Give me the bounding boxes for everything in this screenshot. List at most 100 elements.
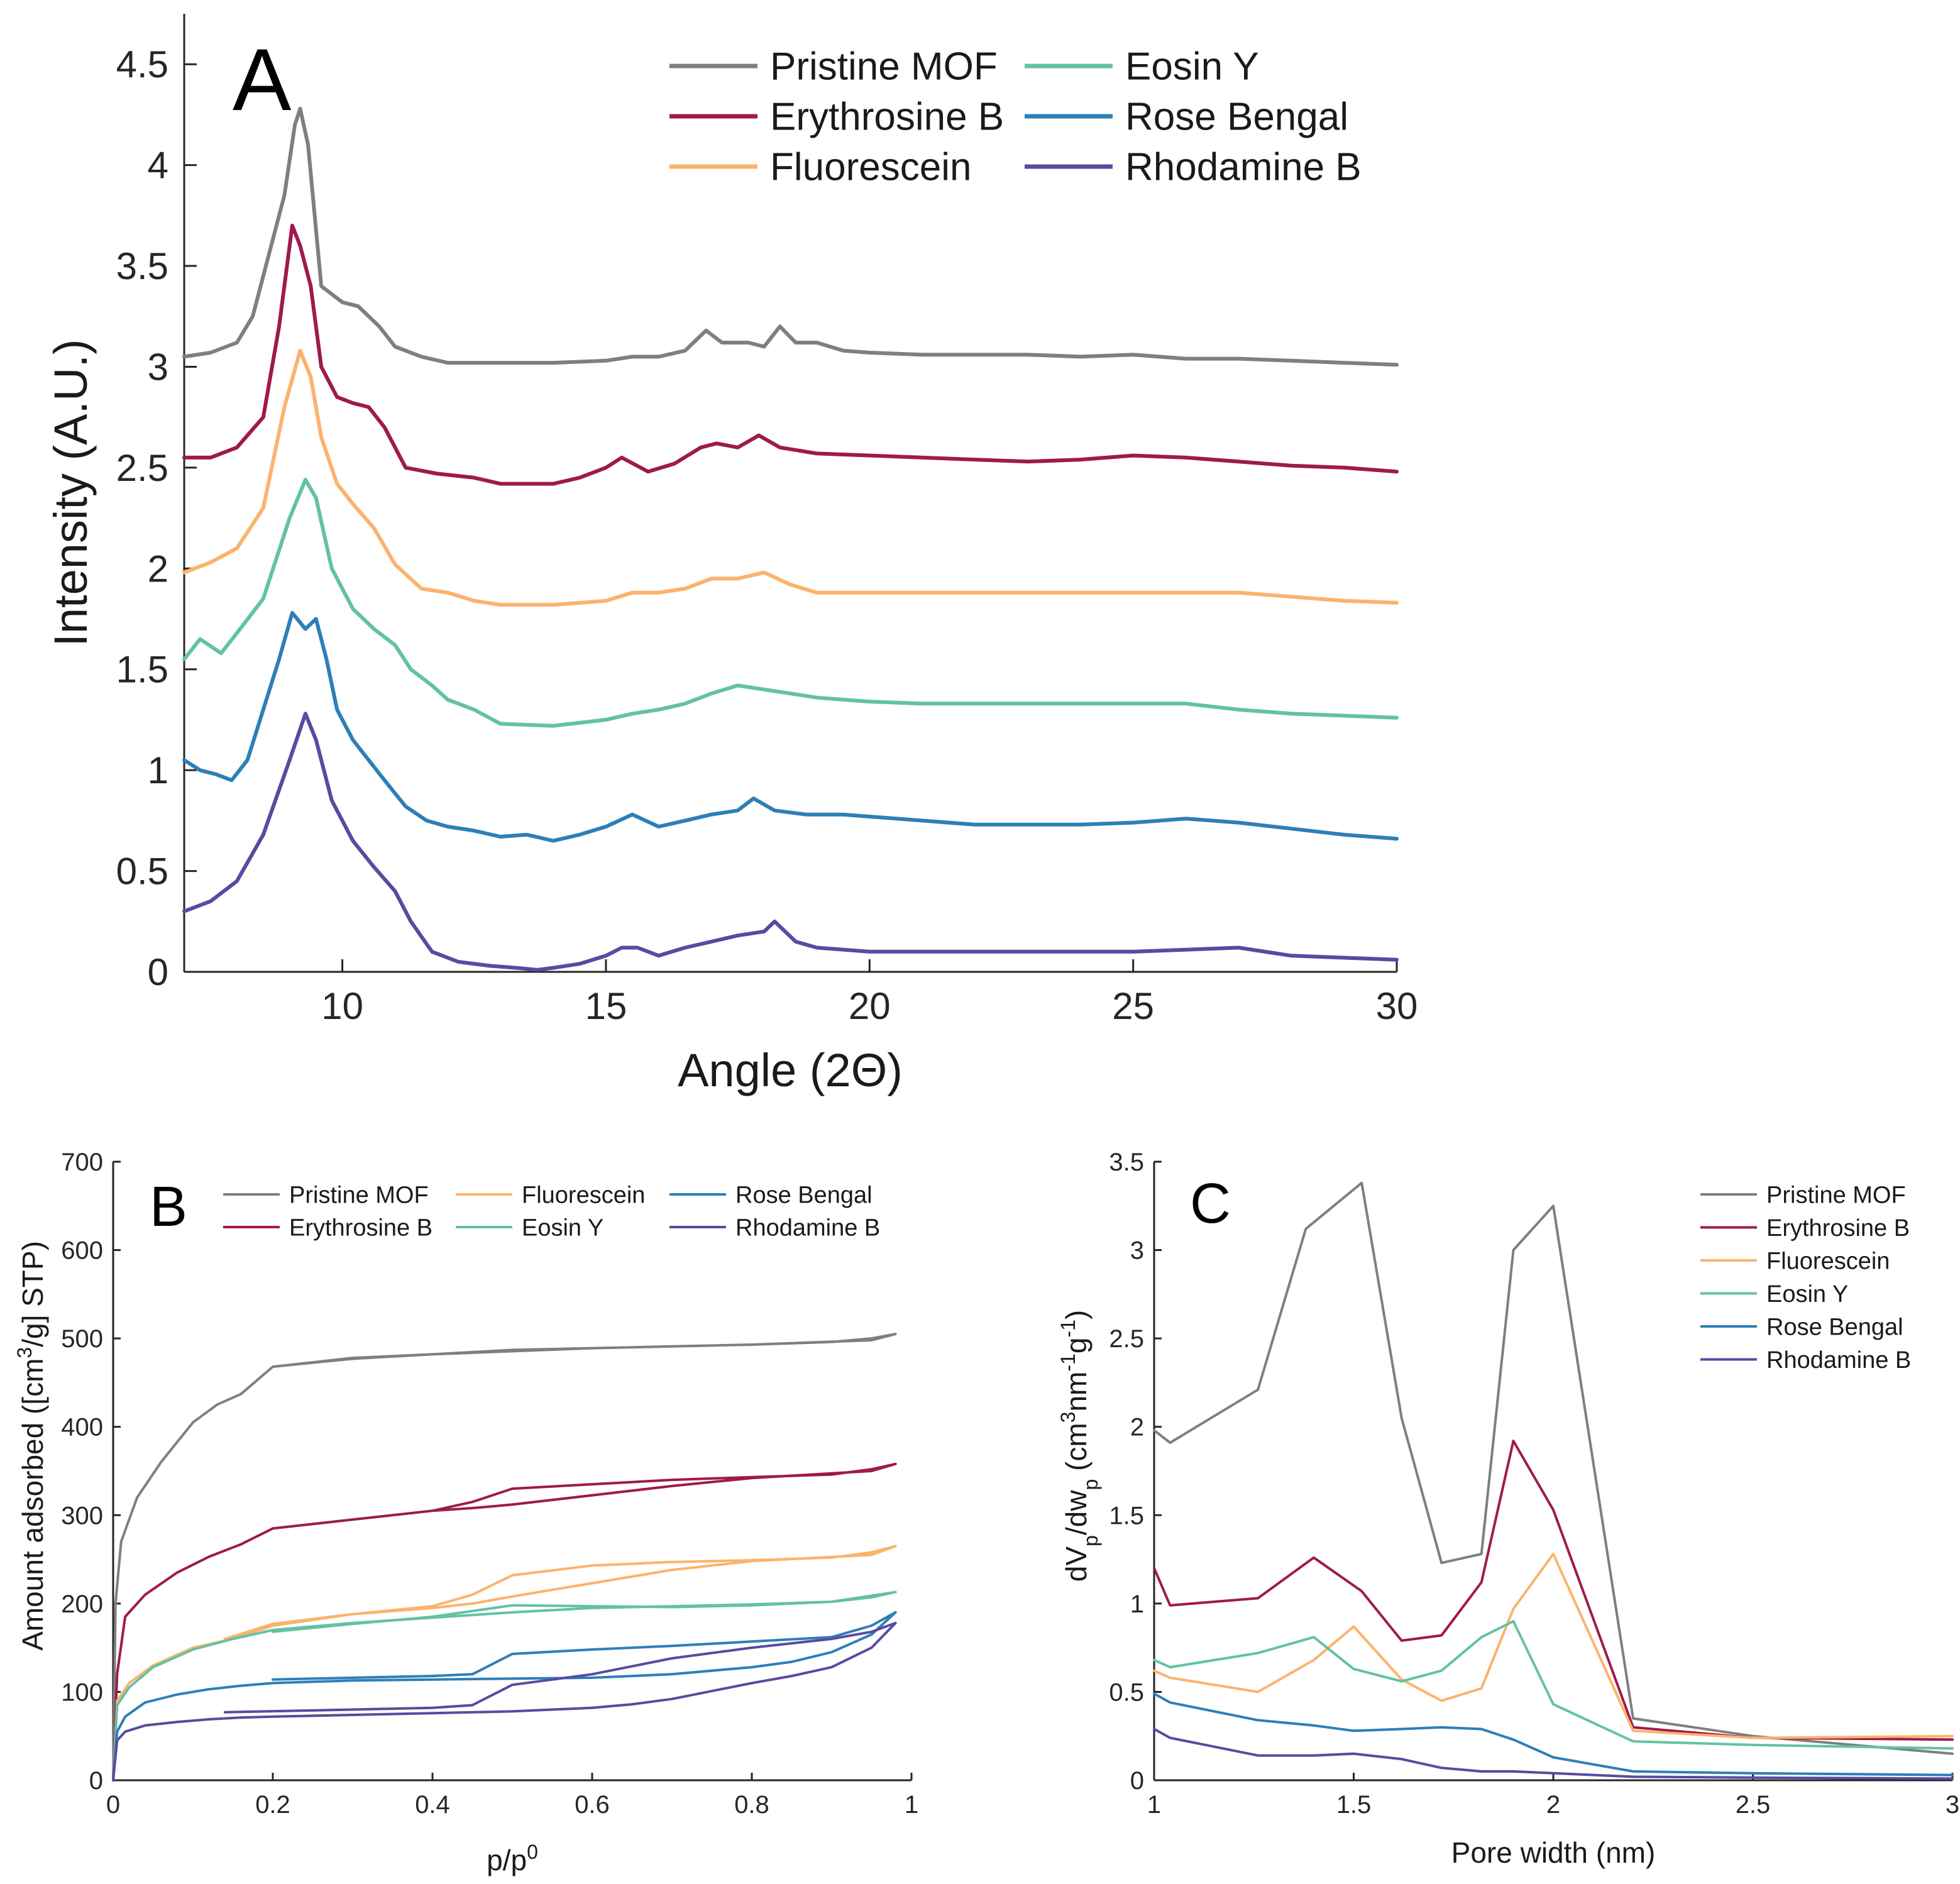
x-tick-label: 0.8 xyxy=(734,1791,769,1819)
x-tick-label: 20 xyxy=(849,985,891,1027)
y-tick-label: 1.5 xyxy=(116,649,168,691)
series-rose-bengal xyxy=(182,610,1399,843)
series-eosin-y xyxy=(112,1590,897,1782)
panel-b-xlabel-main: p/p xyxy=(487,1844,527,1876)
x-tick-label: 0.6 xyxy=(575,1791,610,1819)
legend-label-rose-bengal: Rose Bengal xyxy=(735,1182,873,1208)
y-tick-label: 1 xyxy=(148,749,168,791)
x-tick-label: 10 xyxy=(321,985,363,1027)
legend-label-erythrosine-b: Erythrosine B xyxy=(770,96,1004,139)
legend-label-rhodamine-b: Rhodamine B xyxy=(735,1215,880,1241)
series-rhodamine-b xyxy=(182,712,1399,972)
series-eosin-y xyxy=(1153,1620,1954,1750)
y-tick-label: 100 xyxy=(61,1678,103,1706)
series-erythrosine-b xyxy=(182,223,1399,486)
panel-b-letter: B xyxy=(150,1176,187,1238)
x-tick-label: 15 xyxy=(585,985,627,1027)
y-tick-label: 1 xyxy=(1130,1590,1144,1618)
panel-c-ylabel-part: g xyxy=(1060,1338,1093,1354)
y-tick-label: 3 xyxy=(148,346,168,388)
panel-c-xlabel: Pore width (nm) xyxy=(1451,1836,1656,1869)
legend-label-rhodamine-b: Rhodamine B xyxy=(1766,1347,1911,1374)
legend-label-fluorescein: Fluorescein xyxy=(522,1182,645,1208)
legend-label-rose-bengal: Rose Bengal xyxy=(1125,96,1348,139)
panel-b-ylabel-sup: 3 xyxy=(13,1347,36,1358)
panel-b-legend: Pristine MOF Erythrosine B Fluorescein Eosi… xyxy=(223,1182,880,1241)
y-tick-label: 3 xyxy=(1130,1237,1144,1265)
y-tick-label: 200 xyxy=(61,1590,103,1618)
panel-c-ylabel-sub: p xyxy=(1079,1479,1102,1490)
y-tick-label: 500 xyxy=(61,1325,103,1353)
panel-b-xlabel: p/p0 xyxy=(487,1841,538,1876)
x-tick-label: 25 xyxy=(1112,985,1154,1027)
legend-label-fluorescein: Fluorescein xyxy=(1766,1248,1890,1274)
panel-c-ylabel-part: ) xyxy=(1060,1310,1093,1319)
panel-a-xlabel: Angle (2Θ) xyxy=(678,1044,903,1096)
panel-c-ylabel-part: (cm xyxy=(1060,1423,1093,1479)
y-tick-label: 600 xyxy=(61,1237,103,1265)
legend-label-pristine-mof: Pristine MOF xyxy=(1766,1182,1906,1208)
panel-c-ylabel-sup: 3 xyxy=(1057,1412,1079,1423)
y-tick-label: 400 xyxy=(61,1414,103,1441)
series-pristine-mof xyxy=(182,106,1399,367)
panel-b-ylabel-part: /g] STP) xyxy=(16,1241,49,1347)
panel-c-ylabel-part: dV xyxy=(1060,1546,1093,1582)
legend-label-eosin-y: Eosin Y xyxy=(1125,45,1259,89)
legend-label-rose-bengal: Rose Bengal xyxy=(1766,1314,1903,1340)
x-tick-label: 1 xyxy=(905,1791,918,1819)
y-tick-label: 0 xyxy=(89,1767,103,1795)
panel-b: B 0 0.2 0.4 0.6 0.8 1 0 100 200 300 400 500 600 700 p… xyxy=(13,1149,918,1876)
legend-label-eosin-y: Eosin Y xyxy=(1766,1281,1848,1308)
x-tick-label: 1 xyxy=(1147,1791,1161,1819)
panel-c-ylabel: dVp/dwp (cm3nm-1g-1) xyxy=(1057,1310,1102,1582)
legend-label-rhodamine-b: Rhodamine B xyxy=(1125,146,1362,189)
legend-label-pristine-mof: Pristine MOF xyxy=(770,45,998,89)
panel-b-ylabel-part: Amount adsorbed ([cm xyxy=(16,1358,49,1651)
panel-b-ylabel: Amount adsorbed ([cm3/g] STP) xyxy=(13,1241,49,1651)
y-tick-label: 4.5 xyxy=(116,43,168,85)
y-tick-label: 700 xyxy=(61,1149,103,1176)
series-erythrosine-b xyxy=(112,1462,897,1782)
panel-a-letter: A xyxy=(233,30,292,129)
panel-b-xlabel-sup: 0 xyxy=(527,1841,538,1863)
x-tick-label: 0 xyxy=(106,1791,120,1819)
panel-a: A 10 15 20 25 30 0 0.5 1 1.5 2 2.5 3 3.5 4 4.5 Angle (… xyxy=(45,14,1418,1096)
legend-label-fluorescein: Fluorescein xyxy=(770,146,971,189)
x-tick-label: 3 xyxy=(1946,1791,1959,1819)
x-tick-label: 1.5 xyxy=(1336,1791,1372,1819)
legend-label-eosin-y: Eosin Y xyxy=(522,1215,603,1241)
panel-a-ylabel: Intensity (A.U.) xyxy=(45,339,97,646)
x-tick-label: 2 xyxy=(1546,1791,1560,1819)
panel-c-letter: C xyxy=(1190,1172,1231,1235)
panel-c-ylabel-part: nm xyxy=(1060,1372,1093,1412)
series-rhodamine-b xyxy=(1153,1727,1954,1780)
x-tick-label: 0.2 xyxy=(255,1791,290,1819)
y-tick-label: 2.5 xyxy=(116,447,168,489)
panel-c-ylabel-sub: p xyxy=(1079,1535,1102,1546)
series-fluorescein xyxy=(1153,1553,1954,1739)
panel-c-ylabel-sup: -1 xyxy=(1057,1353,1079,1371)
y-tick-label: 3.5 xyxy=(116,245,168,287)
y-tick-label: 2.5 xyxy=(1109,1325,1144,1353)
legend-label-pristine-mof: Pristine MOF xyxy=(289,1182,429,1208)
series-erythrosine-b xyxy=(1153,1440,1954,1741)
series-pristine-mof xyxy=(1153,1181,1954,1755)
series-rhodamine-b xyxy=(112,1621,897,1782)
series-rose-bengal xyxy=(1153,1692,1954,1777)
panel-c-legend: Pristine MOF Erythrosine B Fluorescein Eosi… xyxy=(1700,1182,1911,1374)
x-tick-label: 30 xyxy=(1376,985,1418,1027)
x-tick-label: 0.4 xyxy=(415,1791,450,1819)
y-tick-label: 2 xyxy=(148,548,168,590)
series-eosin-y xyxy=(182,478,1399,728)
series-fluorescein xyxy=(182,348,1399,607)
series-fluorescein xyxy=(112,1545,897,1782)
y-tick-label: 0 xyxy=(148,951,168,993)
y-tick-label: 2 xyxy=(1130,1414,1144,1441)
panel-c-ylabel-part: /dw xyxy=(1060,1490,1093,1535)
y-tick-label: 0.5 xyxy=(1109,1678,1144,1706)
panel-a-legend: Pristine MOF Erythrosine B Fluorescein Eosi… xyxy=(669,45,1362,189)
legend-label-erythrosine-b: Erythrosine B xyxy=(289,1215,432,1241)
series-rose-bengal xyxy=(112,1611,897,1782)
x-tick-label: 2.5 xyxy=(1736,1791,1771,1819)
